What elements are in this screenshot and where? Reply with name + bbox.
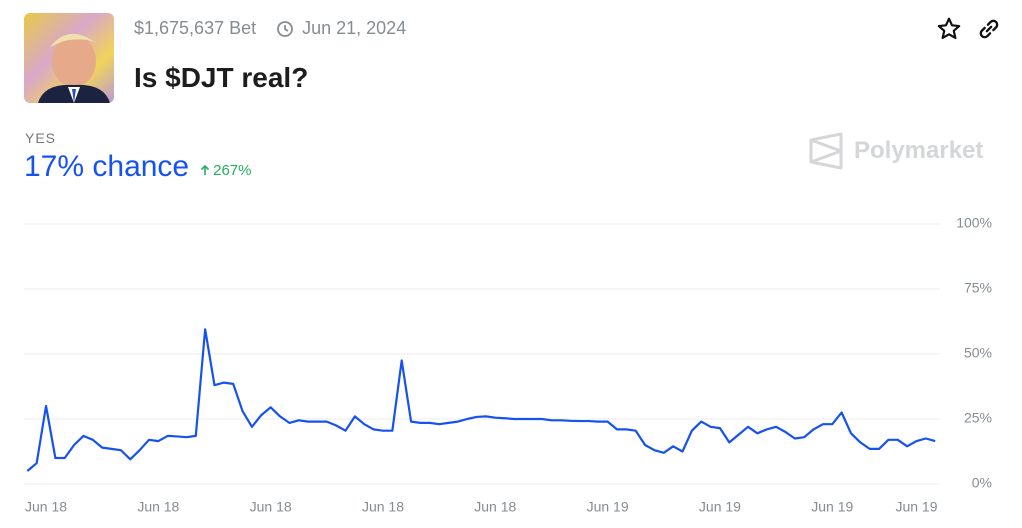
x-tick-label: Jun 18 bbox=[362, 499, 404, 515]
market-title: Is $DJT real? bbox=[134, 62, 309, 93]
clock-icon bbox=[277, 20, 294, 37]
price-line bbox=[26, 328, 936, 472]
y-tick-label: 25% bbox=[964, 410, 992, 426]
copy-link[interactable] bbox=[976, 16, 1002, 42]
x-tick-label: Jun 19 bbox=[699, 499, 741, 515]
outcome-label: YES bbox=[25, 130, 57, 146]
portrait bbox=[38, 33, 110, 103]
brand-logo bbox=[809, 132, 843, 170]
x-tick-label: Jun 18 bbox=[137, 499, 179, 515]
change: 267% bbox=[199, 161, 252, 179]
x-tick-label: Jun 18 bbox=[474, 499, 516, 515]
y-tick-label: 100% bbox=[956, 215, 992, 231]
market-meta: $1,675,637 Bet Jun 21, 2024 bbox=[134, 18, 406, 39]
brand: Polymarket bbox=[808, 132, 983, 170]
x-tick-label: Jun 19 bbox=[811, 499, 853, 515]
bookmark-star[interactable] bbox=[936, 16, 962, 42]
market-image bbox=[24, 13, 114, 103]
up-arrow bbox=[201, 164, 210, 175]
chance: 17% chance 267% bbox=[24, 150, 252, 184]
chance-value: 17% chance bbox=[24, 150, 190, 183]
x-tick-label: Jun 19 bbox=[895, 499, 937, 515]
x-tick-label: Jun 18 bbox=[25, 499, 67, 515]
bet-volume: $1,675,637 Bet bbox=[134, 18, 257, 38]
end-date: Jun 21, 2024 bbox=[302, 18, 407, 38]
brand-name: Polymarket bbox=[854, 137, 984, 164]
y-tick-label: 75% bbox=[964, 280, 992, 296]
change-value: 267% bbox=[213, 161, 252, 179]
actions bbox=[936, 16, 1002, 42]
y-tick-label: 0% bbox=[972, 475, 992, 491]
y-tick-label: 50% bbox=[964, 345, 992, 361]
x-tick-label: Jun 19 bbox=[587, 499, 629, 515]
x-tick-label: Jun 18 bbox=[250, 499, 292, 515]
